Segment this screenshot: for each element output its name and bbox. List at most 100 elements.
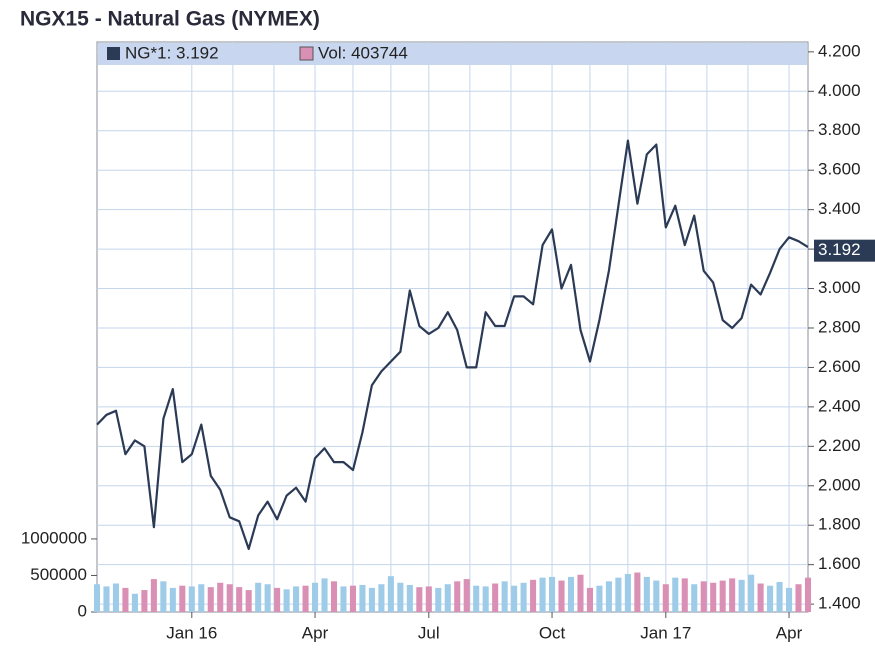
volume-bar <box>549 576 556 612</box>
y-tick-label: 2.200 <box>818 436 861 455</box>
y-tick-label: 1.800 <box>818 515 861 534</box>
legend-bar <box>98 43 807 65</box>
volume-bar <box>435 587 442 612</box>
volume-bar <box>283 589 290 612</box>
volume-bar <box>681 578 688 612</box>
volume-bar <box>719 580 726 612</box>
volume-bar <box>567 576 575 612</box>
volume-bar <box>179 585 186 612</box>
volume-bar <box>330 581 338 612</box>
volume-bar <box>454 581 461 612</box>
volume-bar <box>312 582 319 612</box>
volume-bar <box>359 584 366 612</box>
volume-bar <box>700 581 707 612</box>
volume-bar <box>406 584 413 612</box>
volume-bar <box>596 585 603 612</box>
volume-bar <box>349 585 356 612</box>
volume-bar <box>473 585 480 612</box>
last-price-box <box>814 239 875 262</box>
x-tick-label: Oct <box>539 623 566 642</box>
legend-swatch <box>107 47 120 60</box>
volume-bar <box>558 580 565 612</box>
last-price-label: 3.192 <box>818 240 861 259</box>
volume-bar <box>634 572 641 612</box>
volume-bar <box>397 582 404 612</box>
y-tick-label: 3.600 <box>818 160 861 179</box>
volume-bar <box>757 583 764 612</box>
volume-bar <box>198 584 205 612</box>
volume-bar <box>103 586 110 612</box>
volume-bar <box>539 577 546 612</box>
volume-bar <box>93 584 101 612</box>
volume-bar <box>748 574 755 612</box>
volume-bar <box>786 587 793 612</box>
legend-swatch <box>299 46 314 61</box>
volume-bar <box>577 574 584 612</box>
volume-bar <box>615 577 622 612</box>
volume-bar <box>150 579 157 612</box>
volume-bar <box>141 590 148 612</box>
volume-bar <box>378 584 385 612</box>
volume-bar <box>662 584 669 612</box>
x-tick-label: Apr <box>776 623 803 642</box>
volume-bar <box>340 586 347 612</box>
price-line <box>96 139 809 550</box>
y2-tick-label: 500000 <box>30 565 87 584</box>
y-tick-label: 4.200 <box>818 41 861 60</box>
volume-bar <box>520 582 527 612</box>
volume-bar <box>416 587 423 612</box>
volume-bar <box>131 593 138 612</box>
y2-tick-label: 0 <box>78 601 87 620</box>
volume-bar <box>321 578 328 612</box>
volume-bar <box>643 576 650 612</box>
volume-bar <box>226 584 233 612</box>
chart-title: NGX15 - Natural Gas (NYMEX) <box>20 8 320 31</box>
volume-bar <box>804 577 812 612</box>
volume-bar <box>492 583 499 612</box>
legend-label: NG*1: 3.192 <box>125 43 219 62</box>
volume-bar <box>710 582 717 612</box>
volume-bar <box>387 576 394 612</box>
volume-bar <box>653 580 660 612</box>
x-tick-label: Jan 16 <box>166 623 217 642</box>
y-tick-label: 2.600 <box>818 357 861 376</box>
volume-bar <box>236 587 243 612</box>
volume-bar <box>738 579 745 612</box>
y-tick-label: 4.000 <box>818 81 861 100</box>
volume-bar <box>530 579 537 612</box>
plot-area <box>96 41 809 613</box>
y-tick-label: 2.400 <box>818 396 861 415</box>
y-tick-label: 2.000 <box>818 475 861 494</box>
volume-bar <box>672 577 679 612</box>
volume-bar <box>482 586 489 612</box>
x-tick-label: Jan 17 <box>640 623 691 642</box>
volume-bar <box>463 579 470 612</box>
volume-bar <box>511 585 518 612</box>
y-tick-label: 3.800 <box>818 120 861 139</box>
legend-label: Vol: 403744 <box>318 43 408 62</box>
y2-tick-label: 1000000 <box>21 528 87 547</box>
volume-bar <box>217 582 224 612</box>
volume-bar <box>112 583 119 612</box>
volume-bar <box>776 582 783 612</box>
volume-bar <box>605 581 612 612</box>
volume-bar <box>245 590 252 612</box>
volume-bar <box>264 584 271 612</box>
volume-bar <box>425 586 432 612</box>
y-tick-label: 2.800 <box>818 317 861 336</box>
volume-bar <box>729 578 736 612</box>
volume-bar <box>207 587 214 612</box>
y-tick-label: 1.600 <box>818 554 861 573</box>
volume-bar <box>795 584 802 612</box>
volume-bar <box>624 574 631 612</box>
volume-bar <box>122 587 129 612</box>
volume-bar <box>368 587 375 612</box>
volume-bar <box>767 585 774 612</box>
volume-bar <box>274 587 281 612</box>
volume-bar <box>691 584 698 612</box>
volume-bar <box>293 586 300 612</box>
volume-bar <box>501 581 508 612</box>
y-tick-label: 3.400 <box>818 199 861 218</box>
volume-bar <box>255 582 262 612</box>
